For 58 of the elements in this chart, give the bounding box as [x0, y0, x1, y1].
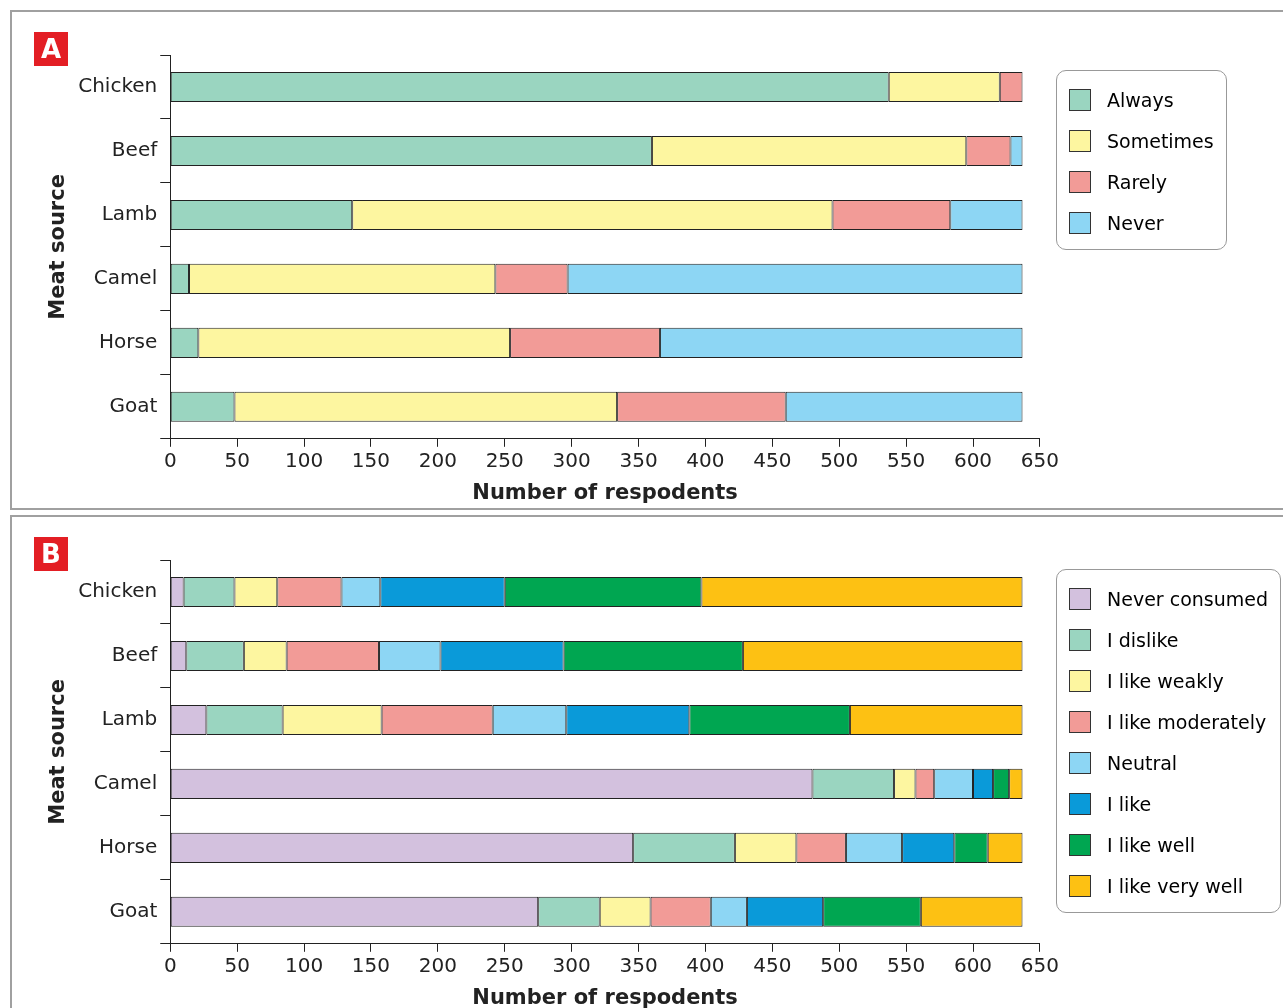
y-tick-label: Lamb [101, 706, 158, 731]
y-axis-title: Meat source [45, 679, 70, 825]
legend-label: I like moderately [1107, 710, 1267, 733]
x-tick-label: 100 [284, 448, 324, 472]
x-tick-label: 500 [820, 953, 859, 977]
x-tick-label: 450 [753, 953, 792, 977]
x-tick-label: 600 [953, 953, 993, 977]
legend-label: Always [1107, 88, 1174, 111]
y-tick-label: Goat [109, 898, 158, 923]
y-tick-label: Horse [99, 329, 158, 354]
x-tick-label: 250 [485, 448, 524, 472]
chart-title: B [34, 537, 68, 571]
x-tick-label: 350 [619, 953, 658, 977]
y-tick-label: Chicken [78, 578, 158, 603]
y-tick-label: Chicken [78, 73, 158, 98]
chart-title: A [34, 32, 68, 66]
legend-label: Never [1107, 211, 1164, 234]
x-tick-label: 50 [224, 953, 250, 977]
y-tick-label: Lamb [101, 201, 158, 226]
x-tick-label: 0 [163, 448, 177, 472]
x-tick-label: 300 [552, 953, 591, 977]
y-axis-title: Meat source [45, 174, 70, 320]
x-tick-label: 650 [1020, 953, 1060, 977]
x-tick-label: 250 [485, 953, 524, 977]
x-tick-label: 600 [953, 448, 993, 472]
x-tick-label: 0 [163, 953, 177, 977]
x-tick-label: 400 [686, 953, 725, 977]
x-tick-label: 350 [619, 448, 658, 472]
legend-label: I like very well [1107, 874, 1244, 897]
x-tick-label: 200 [418, 448, 457, 472]
x-tick-label: 200 [418, 953, 457, 977]
x-tick-label: 550 [887, 448, 926, 472]
x-tick-label: 50 [224, 448, 250, 472]
legend-label: I like well [1107, 833, 1196, 856]
legend-label: Rarely [1107, 170, 1168, 193]
y-tick-label: Camel [93, 265, 158, 290]
y-tick-label: Camel [93, 770, 158, 795]
x-axis-title: Number of respodents [472, 479, 738, 504]
legend-label: I dislike [1107, 628, 1179, 651]
y-tick-label: Beef [111, 137, 159, 162]
x-tick-label: 650 [1020, 448, 1060, 472]
y-tick-label: Horse [99, 834, 158, 859]
x-tick-label: 400 [686, 448, 725, 472]
x-tick-label: 550 [887, 953, 926, 977]
legend-label: I like weakly [1107, 669, 1224, 692]
legend-label: I like [1107, 792, 1152, 815]
legend-label: Sometimes [1107, 129, 1214, 152]
y-tick-label: Beef [111, 642, 159, 667]
x-tick-label: 300 [552, 448, 591, 472]
x-tick-label: 450 [753, 448, 792, 472]
legend-label: Never consumed [1107, 587, 1268, 610]
x-tick-label: 150 [351, 448, 391, 472]
x-axis-title: Number of respodents [472, 984, 738, 1008]
legend-label: Neutral [1107, 751, 1178, 774]
x-tick-label: 100 [284, 953, 324, 977]
y-tick-label: Goat [109, 393, 158, 418]
x-tick-label: 500 [820, 448, 859, 472]
x-tick-label: 150 [351, 953, 391, 977]
